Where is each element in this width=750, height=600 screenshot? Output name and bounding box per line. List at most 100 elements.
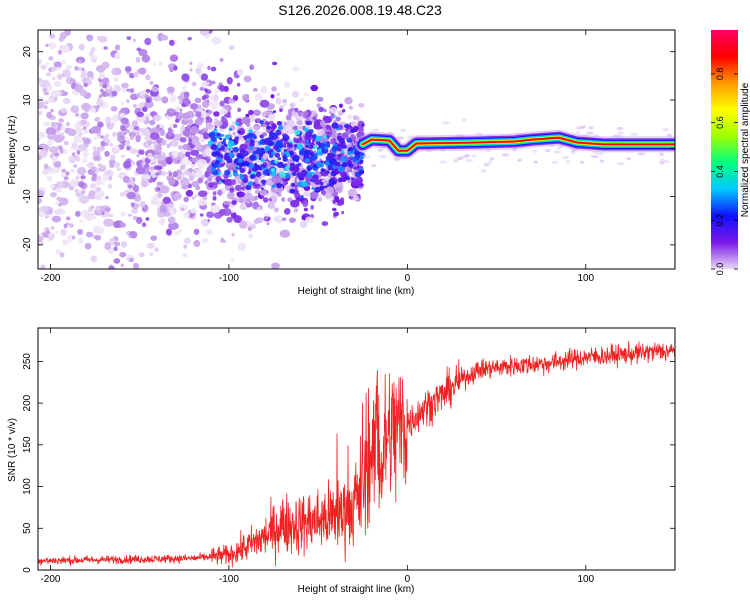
spectrogram-cell xyxy=(317,197,323,202)
spectrogram-cell xyxy=(187,168,193,173)
snr-series-line xyxy=(38,340,675,568)
spectrogram-cell xyxy=(249,154,257,161)
spectrogram-cell xyxy=(353,195,359,201)
spectrogram-cell xyxy=(42,229,47,233)
spectrogram-cell xyxy=(570,150,576,154)
spectrogram-cell xyxy=(185,189,194,197)
spectrogram-cell xyxy=(337,177,344,183)
spectrogram-cell xyxy=(254,195,259,201)
spectrogram-cell xyxy=(120,117,129,125)
colorbar-ticks: 0.0 0.2 0.4 0.6 0.8 xyxy=(711,68,738,275)
spectrogram-cell xyxy=(169,39,175,46)
spectrogram-cell xyxy=(214,117,218,122)
spectrogram-cell xyxy=(579,160,585,165)
spectrogram-cell xyxy=(225,160,234,169)
spectrogram-cell xyxy=(50,184,56,189)
spectrogram-cell xyxy=(86,70,94,78)
spectrogram-cell xyxy=(135,56,141,63)
spectrogram-cell xyxy=(65,216,71,221)
spectrogram-cell xyxy=(170,139,179,148)
spectrogram-cell xyxy=(57,73,63,80)
spectrogram-cell xyxy=(46,175,53,182)
spectrogram-cell xyxy=(43,163,49,169)
spectrogram-cell xyxy=(159,123,164,128)
spectrogram-cell xyxy=(138,252,145,258)
spectrogram-cell xyxy=(102,83,108,89)
spectrogram-cell xyxy=(108,175,113,181)
spectrogram-cell xyxy=(49,34,56,39)
spectrogram-cell xyxy=(557,146,562,150)
spectrogram-cell xyxy=(96,64,106,73)
spectrogram-cell xyxy=(141,54,151,63)
spectrogram-cell xyxy=(200,110,207,119)
spectrogram-cell xyxy=(219,100,225,107)
spectrogram-cell xyxy=(277,148,281,152)
spectrogram-cell xyxy=(242,94,249,102)
spectrogram-cell xyxy=(91,126,102,134)
spectrogram-cell xyxy=(49,146,59,154)
spectrogram-cell xyxy=(182,112,190,120)
spectrogram-cell xyxy=(161,96,169,104)
spectrogram-cell xyxy=(359,182,364,187)
spectrogram-cell xyxy=(114,44,121,51)
spectrogram-cell xyxy=(38,190,45,198)
spectrogram-cell xyxy=(80,73,87,79)
spectrogram-cell xyxy=(50,192,58,198)
spectrogram-cell xyxy=(312,174,319,181)
spectrogram-cell xyxy=(116,68,121,74)
spectrogram-cell xyxy=(501,153,510,157)
spectrogram-cell xyxy=(80,112,89,120)
spectrogram-y-tick-label: -20 xyxy=(22,237,33,252)
spectrogram-cell xyxy=(330,113,336,119)
spectrogram-cell xyxy=(232,171,239,177)
spectrogram-cell xyxy=(283,208,291,215)
spectrogram-cell xyxy=(90,255,98,263)
spectrogram-cell xyxy=(63,149,68,154)
spectrogram-cell xyxy=(50,90,61,98)
spectrogram-cell xyxy=(217,189,223,196)
spectrogram-cell xyxy=(178,145,183,150)
spectrogram-cell xyxy=(135,134,142,142)
spectrogram-cell xyxy=(50,108,54,113)
spectrogram-cell xyxy=(75,210,81,217)
spectrogram-cell xyxy=(311,187,315,190)
spectrogram-cell xyxy=(292,154,300,162)
spectrogram-cell xyxy=(55,249,62,255)
spectrogram-cell xyxy=(38,210,45,218)
spectrogram-cell xyxy=(274,152,281,158)
spectrogram-cell xyxy=(180,177,189,185)
spectrogram-cell xyxy=(129,148,138,155)
spectrogram-cell xyxy=(324,146,329,150)
spectrogram-cell xyxy=(616,162,625,166)
spectrogram-cell xyxy=(471,154,477,158)
snr-y-ticks: 0 50 100 150 200 250 xyxy=(22,353,675,573)
spectrogram-cell xyxy=(129,93,139,101)
spectrogram-cell xyxy=(127,184,133,189)
spectrogram-cell xyxy=(43,144,50,151)
spectrogram-y-tick-label: 10 xyxy=(22,94,33,106)
spectrogram-cell xyxy=(289,188,295,194)
spectrogram-cell xyxy=(331,207,337,212)
spectrogram-cell xyxy=(195,186,201,191)
spectrogram-cell xyxy=(274,160,278,164)
spectrogram-cell xyxy=(55,230,59,235)
spectrogram-cell xyxy=(247,181,254,187)
spectrogram-cell xyxy=(271,151,275,155)
spectrogram-cell xyxy=(171,150,179,157)
spectrogram-cell xyxy=(51,215,62,223)
spectrogram-cell xyxy=(76,167,87,176)
spectrogram-cell xyxy=(268,197,273,202)
spectrogram-cell xyxy=(242,177,249,183)
spectrogram-cell xyxy=(296,119,304,126)
snr-x-tick-label: -200 xyxy=(40,574,60,585)
spectrogram-cell xyxy=(307,120,313,126)
spectrogram-cell xyxy=(183,196,189,203)
spectrogram-cell xyxy=(58,118,64,123)
spectrogram-cell xyxy=(96,99,104,107)
spectrogram-cell xyxy=(188,118,194,125)
spectrogram-cell xyxy=(173,65,178,71)
spectrogram-cell xyxy=(287,142,293,148)
spectrogram-cell xyxy=(92,225,100,234)
spectrogram-cell xyxy=(42,169,49,175)
spectrogram-cell xyxy=(191,81,197,87)
